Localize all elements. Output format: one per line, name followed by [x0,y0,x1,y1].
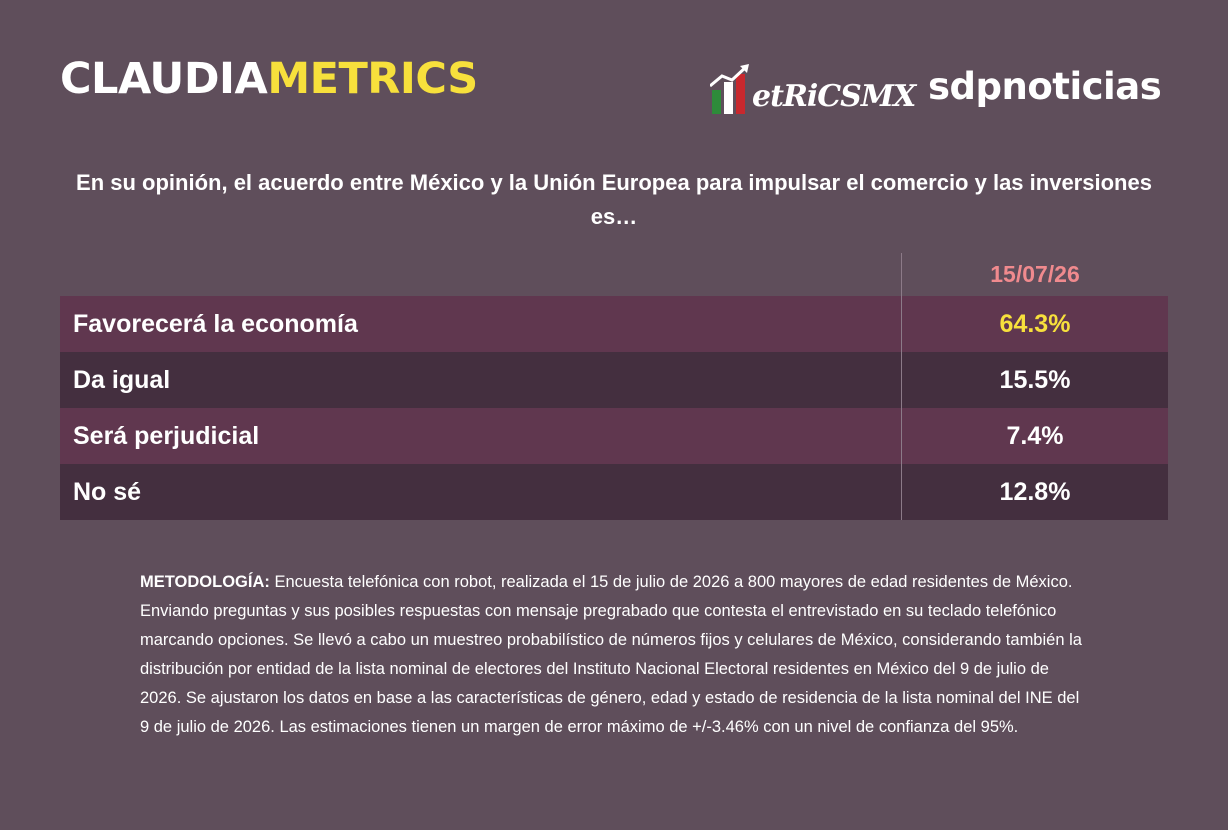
row-value: 12.8% [901,464,1168,520]
row-label: Favorecerá la economía [73,309,358,338]
bar-chart-arrow-icon [710,64,749,114]
claudia-logo-part1: CLAUDIA [60,54,268,104]
table-header-row: 15/07/26 [60,253,1168,296]
claudiametrics-logo: CLAUDIAMETRICS [60,58,478,101]
row-label: Da igual [73,365,171,394]
claudia-logo-part2: METRICS [267,54,478,104]
survey-question: En su opinión, el acuerdo entre México y… [76,170,1152,229]
metricsmx-logo: etRiCSMX [710,62,916,114]
table-row-sera-perjudicial: Será perjudicial 7.4% [60,408,1168,464]
table-row-favorecera: Favorecerá la economía 64.3% [60,296,1168,352]
row-label: No sé [73,477,142,506]
row-value: 64.3% [901,296,1168,352]
row-label: Será perjudicial [73,421,260,450]
row-value: 7.4% [901,408,1168,464]
methodology-text: Encuesta telefónica con robot, realizada… [140,573,1082,736]
methodology-label: METODOLOGÍA: [140,573,270,591]
methodology-note: METODOLOGÍA: Encuesta telefónica con rob… [140,568,1090,742]
sdpnoticias-logo: sdpnoticias [928,65,1162,108]
results-table: 15/07/26 Favorecerá la economía 64.3% Da… [60,253,1168,520]
metricsmx-logo-text: etRiCSMX [752,79,916,114]
date-column-header: 15/07/26 [901,253,1168,296]
row-value: 15.5% [901,352,1168,408]
table-row-no-se: No sé 12.8% [60,464,1168,520]
table-row-da-igual: Da igual 15.5% [60,352,1168,408]
